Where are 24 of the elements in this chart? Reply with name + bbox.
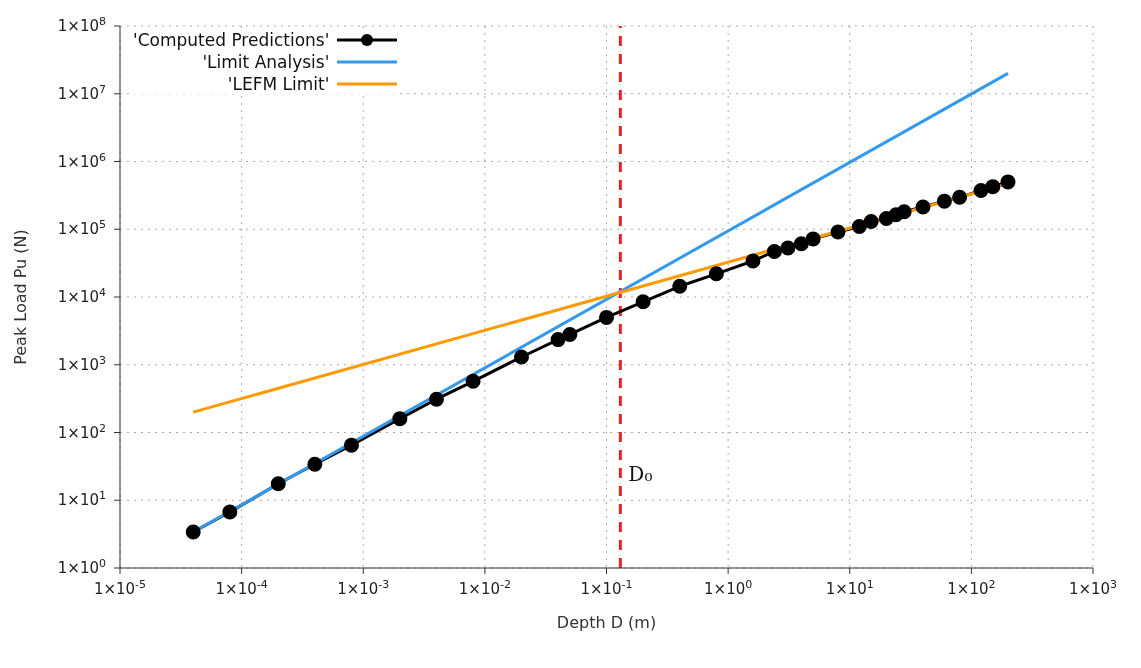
ref-line-label: D₀ xyxy=(628,462,653,487)
y-tick-label: 1×10$^{5}$ xyxy=(57,217,106,239)
legend-label: 'Limit Analysis' xyxy=(201,52,330,72)
x-tick-label: 1×10$^{-5}$ xyxy=(93,577,147,598)
x-tick-label: 1×10$^{-3}$ xyxy=(337,577,390,598)
x-tick-label: 1×10$^{-1}$ xyxy=(580,577,633,598)
legend-label: 'LEFM Limit' xyxy=(226,74,330,94)
y-tick-label: 1×10$^{0}$ xyxy=(57,556,106,577)
x-tick-label: 1×10$^{2}$ xyxy=(947,577,996,598)
x-axis-title: Depth D (m) xyxy=(556,613,657,632)
x-tick-label: 1×10$^{1}$ xyxy=(825,577,874,598)
y-axis-title: Peak Load Pu (N) xyxy=(10,229,30,365)
y-tick-label: 1×10$^{6}$ xyxy=(57,150,106,171)
y-tick-label: 1×10$^{8}$ xyxy=(57,14,106,35)
legend-label: 'Computed Predictions' xyxy=(133,30,330,50)
x-tick-label: 1×10$^{0}$ xyxy=(704,577,753,598)
y-tick-label: 1×10$^{3}$ xyxy=(57,353,106,374)
y-tick-label: 1×10$^{4}$ xyxy=(57,285,106,306)
y-tick-label: 1×10$^{7}$ xyxy=(57,82,106,103)
x-tick-label: 1×10$^{-2}$ xyxy=(458,577,511,598)
x-tick-label: 1×10$^{3}$ xyxy=(1068,577,1118,598)
y-tick-label: 1×10$^{1}$ xyxy=(57,488,106,510)
x-tick-label: 1×10$^{-4}$ xyxy=(215,577,268,598)
y-tick-label: 1×10$^{2}$ xyxy=(57,421,106,442)
